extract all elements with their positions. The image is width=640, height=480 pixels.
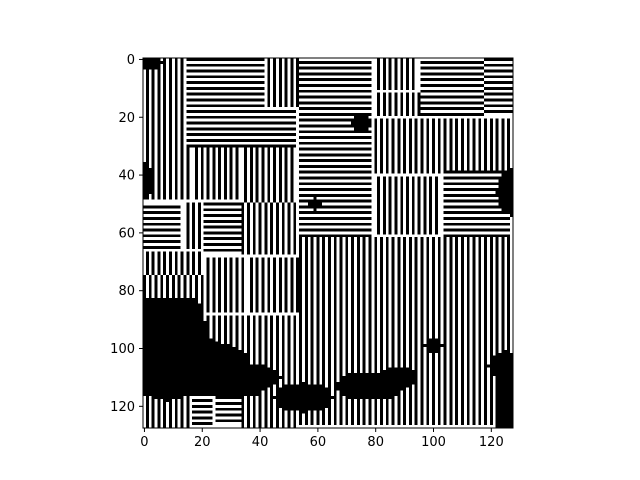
x-tick-label: 100 — [421, 435, 446, 450]
heatmap-plot-area — [142, 57, 514, 429]
y-tick-label: 20 — [118, 111, 135, 126]
x-axis: 0 20 40 60 80 100 120 — [140, 428, 504, 450]
x-tick-label: 20 — [194, 435, 211, 450]
x-tick-label: 40 — [252, 435, 269, 450]
y-tick-label: 0 — [127, 53, 135, 68]
y-tick-label: 60 — [118, 226, 135, 241]
axes-frame — [142, 57, 514, 429]
x-tick-label: 0 — [140, 435, 148, 450]
y-tick-label: 100 — [110, 342, 135, 357]
x-tick-label: 80 — [367, 435, 384, 450]
y-tick-label: 120 — [110, 400, 135, 415]
y-tick-label: 40 — [118, 169, 135, 184]
y-tick-label: 80 — [118, 284, 135, 299]
x-tick-label: 60 — [310, 435, 327, 450]
y-axis: 0 20 40 60 80 100 120 — [110, 53, 143, 415]
x-tick-label: 120 — [479, 435, 504, 450]
heatmap-image — [143, 58, 513, 428]
